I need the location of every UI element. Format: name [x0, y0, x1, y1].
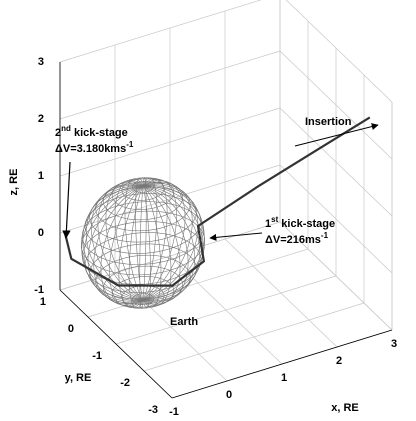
- y-tick-label: 1: [40, 296, 46, 308]
- x-tick-label: 2: [336, 355, 342, 367]
- axis-edge: [59, 289, 173, 399]
- annotation: Insertion: [305, 116, 352, 128]
- grid-line: [279, 164, 393, 274]
- y-axis-label: y, RE: [65, 372, 92, 384]
- wire: [81, 185, 205, 301]
- annotation-part: Insertion: [305, 116, 352, 128]
- grid-line: [285, 0, 393, 103]
- wire: [105, 181, 181, 305]
- z-tick-label: 0: [38, 227, 44, 239]
- annotation: 1st kick-stage: [265, 215, 335, 230]
- grid-line: [59, 164, 281, 234]
- grid-line: [59, 107, 281, 177]
- kick2-arrow: [62, 161, 71, 239]
- y-tick-label: -2: [120, 377, 130, 389]
- wire: [97, 182, 189, 304]
- annotation-part: Earth: [170, 316, 198, 328]
- annotation-part: 2: [55, 127, 61, 139]
- earth-wireframe: [81, 177, 205, 309]
- annotation-part: -1: [321, 231, 329, 240]
- annotation: ΔV=3.180kms-1: [55, 140, 134, 155]
- kick1-arrow: [209, 232, 263, 241]
- grid-line: [143, 302, 365, 372]
- axis-edge: [171, 329, 393, 399]
- grid-line: [279, 221, 393, 331]
- wire: [109, 179, 177, 307]
- x-tick-label: 1: [281, 372, 287, 384]
- grid-line: [279, 50, 393, 160]
- x-tick-label: 0: [226, 389, 232, 401]
- annotation: ΔV=216ms-1: [265, 231, 329, 246]
- wire: [128, 177, 158, 309]
- x-axis-label: x, RE: [331, 402, 359, 414]
- wire: [81, 185, 205, 301]
- grid-line: [279, 107, 393, 217]
- annotation-part: kick-stage: [71, 127, 128, 139]
- grid: [59, 0, 393, 399]
- annotation: 2nd kick-stage: [55, 124, 128, 139]
- grid-line: [115, 275, 337, 345]
- trajectory: [64, 116, 371, 287]
- annotation: Earth: [170, 316, 198, 328]
- wire: [135, 177, 151, 309]
- annotation-part: ΔV=216ms: [265, 234, 321, 246]
- wire: [118, 178, 168, 308]
- annotation-part: kick-stage: [278, 218, 335, 230]
- wire: [85, 184, 201, 302]
- wire: [93, 181, 193, 305]
- grid-line: [59, 0, 262, 63]
- y-tick-label: -1: [92, 350, 102, 362]
- z-axis-label: z, RE: [8, 169, 20, 196]
- z-tick-label: 3: [38, 56, 44, 68]
- z-tick-label: -1: [34, 284, 44, 296]
- annotation-part: nd: [61, 124, 71, 133]
- wire: [124, 178, 162, 308]
- z-tick-label: 1: [38, 170, 44, 182]
- wire: [82, 185, 204, 301]
- wire: [139, 177, 147, 309]
- wire: [87, 183, 199, 303]
- y-tick-label: 0: [68, 323, 74, 335]
- annotation-part: 1: [265, 218, 271, 230]
- annotation-part: -1: [126, 140, 134, 149]
- annotation-part: st: [271, 215, 278, 224]
- annotation-part: ΔV=3.180kms: [55, 143, 126, 155]
- grid-line: [59, 50, 281, 120]
- wire: [83, 184, 203, 302]
- z-tick-label: 2: [38, 113, 44, 125]
- wire: [114, 179, 172, 307]
- x-tick-label: -1: [169, 406, 179, 418]
- y-tick-label: -3: [148, 404, 158, 416]
- trajectory-line: [64, 116, 371, 287]
- x-tick-label: 3: [391, 338, 397, 350]
- insertion-arrow: [294, 123, 379, 147]
